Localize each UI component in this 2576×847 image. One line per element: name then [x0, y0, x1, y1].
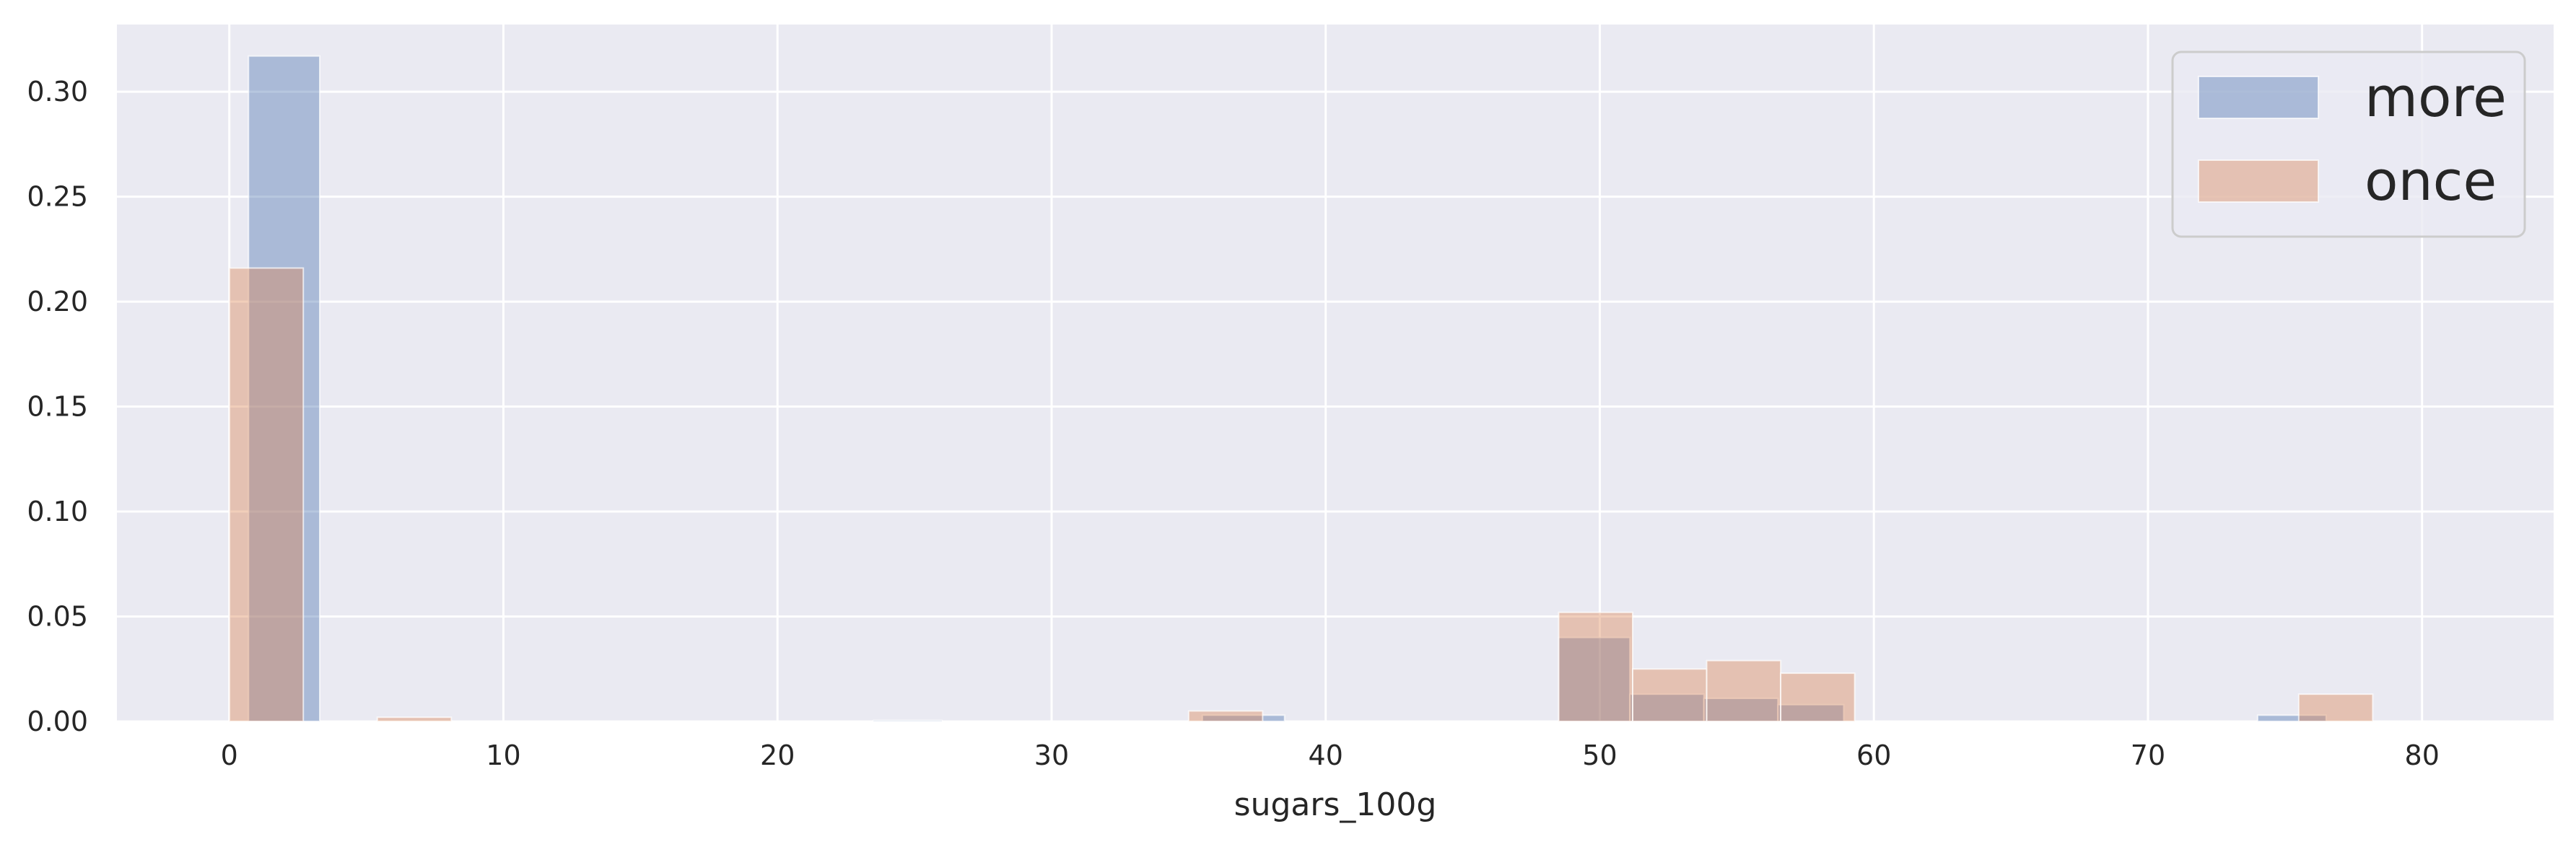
legend-box: [2171, 51, 2526, 238]
legend-swatch-once: [2198, 159, 2319, 203]
x-tick-label: 10: [486, 740, 520, 771]
y-tick-label: 0.20: [27, 286, 88, 317]
bars-layer: [228, 55, 2374, 723]
x-tick-label: 60: [1856, 740, 1891, 771]
y-tick-label: 0.10: [27, 496, 88, 527]
y-tick-label: 0.25: [27, 181, 88, 213]
bar-once: [228, 267, 305, 722]
x-tick-label: 30: [1034, 740, 1069, 771]
y-tick-label: 0.05: [27, 601, 88, 633]
y-tick-label: 0.30: [27, 76, 88, 107]
y-tick-label: 0.00: [27, 706, 88, 737]
bar-once: [1780, 672, 1856, 722]
x-axis-ticks: 0 10 20 30 40 50 60 70 80: [221, 740, 2440, 771]
bar-more: [248, 55, 321, 722]
x-axis-label: sugars_100g: [1234, 786, 1437, 823]
x-tick-label: 70: [2131, 740, 2165, 771]
y-tick-label: 0.15: [27, 391, 88, 423]
bar-once: [1187, 710, 1264, 722]
x-tick-label: 50: [1582, 740, 1617, 771]
bar-once: [1706, 659, 1782, 722]
bar-once: [1558, 611, 1634, 722]
bar-once: [1632, 668, 1708, 722]
legend-label-once: once: [2365, 149, 2497, 213]
x-tick-label: 80: [2405, 740, 2440, 771]
bar-once: [376, 716, 453, 723]
x-tick-label: 0: [221, 740, 238, 771]
legend-swatch-more: [2198, 76, 2319, 119]
bar-more: [1629, 693, 1705, 722]
x-tick-label: 40: [1309, 740, 1343, 771]
x-tick-label: 20: [760, 740, 795, 771]
legend-label-more: more: [2365, 65, 2507, 129]
bar-more: [2256, 714, 2327, 722]
y-axis-ticks: 0.00 0.05 0.10 0.15 0.20 0.25 0.30: [27, 76, 88, 737]
legend: more once: [2171, 51, 2526, 238]
bar-more: [1558, 636, 1631, 722]
bar-once: [2297, 693, 2374, 722]
